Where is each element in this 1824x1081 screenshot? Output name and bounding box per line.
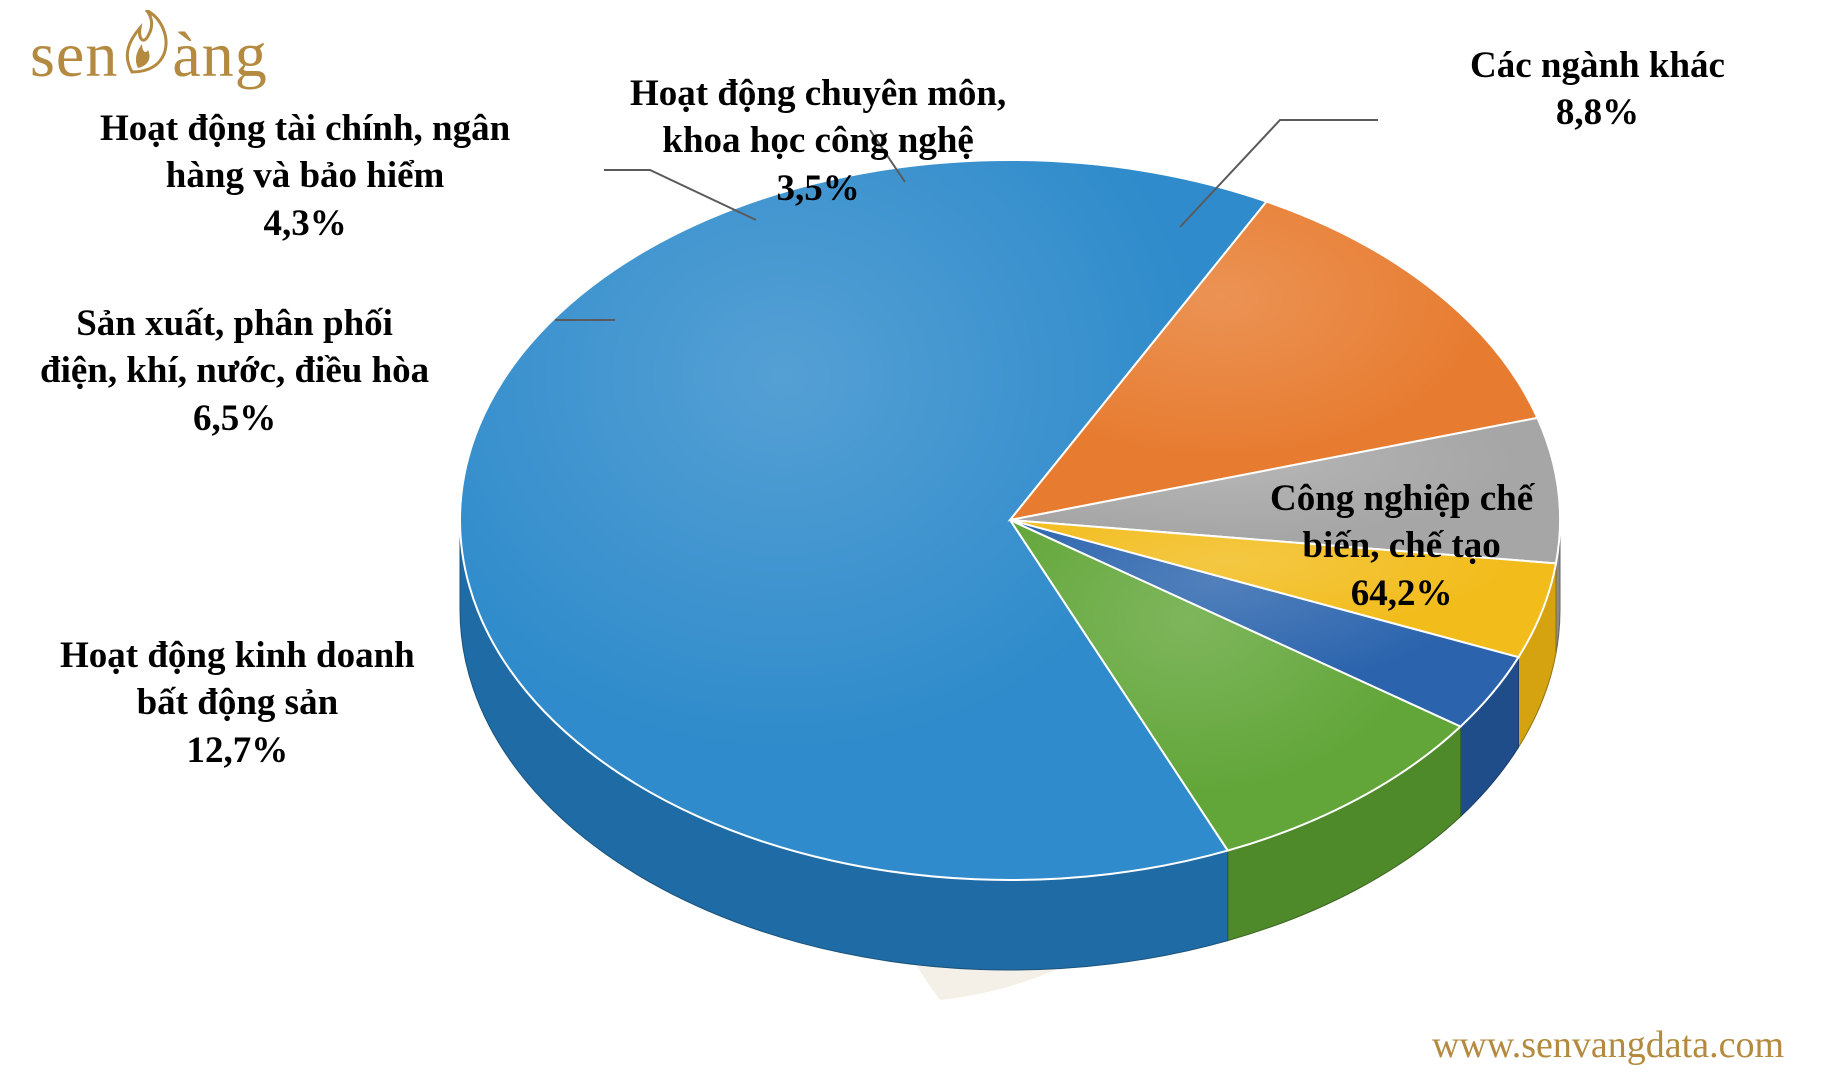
slice-label: Hoạt động chuyên môn, khoa học công nghệ… [630,70,1006,212]
slice-label: Hoạt động kinh doanh bất động sản 12,7% [60,632,415,774]
slice-label: Công nghiệp chế biến, chế tạo 64,2% [1270,475,1533,617]
footer-url: www.senvangdata.com [1432,1023,1784,1067]
slice-label: Hoạt động tài chính, ngân hàng và bảo hi… [100,105,510,247]
slice-label: Các ngành khác 8,8% [1470,42,1725,137]
slice-label: Sản xuất, phân phối điện, khí, nước, điề… [40,300,429,442]
chart-container: senàng Các ngành khác 8,8%Công nghiệp ch… [0,0,1824,1081]
